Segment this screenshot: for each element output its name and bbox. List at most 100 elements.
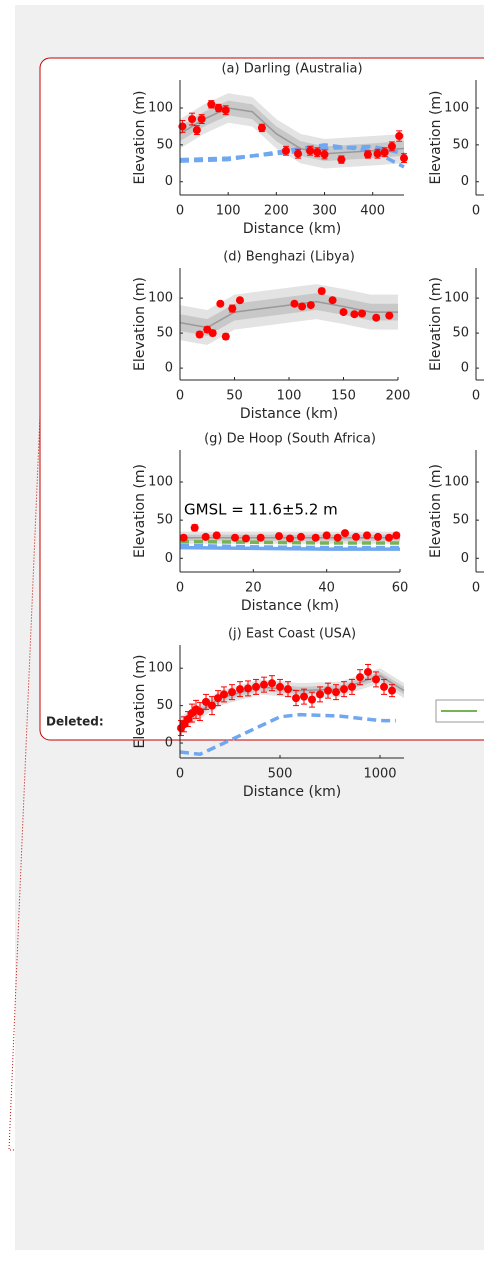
data-point xyxy=(242,534,250,543)
data-point xyxy=(322,531,331,540)
data-point xyxy=(208,701,216,710)
data-point xyxy=(179,533,188,542)
data-point xyxy=(339,308,348,317)
data-point xyxy=(324,686,332,695)
chart-title: (a) Darling (Australia) xyxy=(221,62,362,77)
x-axis-label: Distance (km) xyxy=(240,406,338,422)
data-point xyxy=(221,106,230,115)
y-tick-label: 50 xyxy=(156,513,173,528)
y-axis-label: Elevation (m) xyxy=(132,654,148,748)
x-tick-label: 0 xyxy=(472,204,480,219)
data-point xyxy=(400,154,408,163)
data-point xyxy=(395,132,404,141)
y-axis-label: Elevation (m) xyxy=(132,277,148,371)
data-point xyxy=(363,150,372,159)
data-point xyxy=(358,309,367,318)
y-tick-label: 100 xyxy=(444,101,469,116)
uncertainty-band xyxy=(180,293,398,336)
x-tick-label: 100 xyxy=(216,204,241,219)
y-tick-label: 50 xyxy=(452,326,469,341)
y-tick-label: 0 xyxy=(165,174,173,189)
data-point xyxy=(284,685,292,694)
y-tick-label: 50 xyxy=(156,326,173,341)
y-tick-label: 50 xyxy=(156,137,173,152)
data-point xyxy=(300,692,308,701)
chart-title: (d) Benghazi (Libya) xyxy=(223,250,355,265)
data-point xyxy=(220,690,228,699)
x-tick-label: 20 xyxy=(245,581,262,596)
x-tick-label: 0 xyxy=(176,389,184,404)
x-tick-label: 50 xyxy=(226,389,243,404)
y-tick-label: 100 xyxy=(444,291,469,306)
y-axis-label: Elevation (m) xyxy=(428,90,444,184)
data-point xyxy=(388,686,396,695)
data-point xyxy=(235,296,244,305)
data-point xyxy=(201,532,210,541)
data-point xyxy=(252,682,260,691)
y-tick-label: 100 xyxy=(148,101,173,116)
data-point xyxy=(202,697,210,706)
deleted-label: Deleted: xyxy=(46,715,104,729)
y-tick-label: 0 xyxy=(461,551,469,566)
data-point xyxy=(214,694,222,703)
model-line xyxy=(179,539,400,545)
data-point xyxy=(337,155,346,164)
x-tick-label: 60 xyxy=(392,581,409,596)
model-line xyxy=(179,545,400,551)
x-tick-label: 200 xyxy=(386,389,411,404)
data-point xyxy=(387,142,396,151)
data-point xyxy=(297,532,305,541)
data-point xyxy=(208,329,217,338)
y-tick-label: 50 xyxy=(452,137,469,152)
y-tick-label: 0 xyxy=(165,551,173,566)
y-tick-label: 0 xyxy=(165,736,173,751)
data-point xyxy=(363,531,371,540)
data-point xyxy=(373,149,382,158)
y-tick-label: 50 xyxy=(156,698,173,713)
data-point xyxy=(244,684,252,693)
y-axis-label: Elevation (m) xyxy=(428,464,444,558)
data-point xyxy=(257,123,266,132)
data-point xyxy=(372,313,381,322)
data-point xyxy=(333,533,342,542)
data-point xyxy=(364,667,372,676)
data-point xyxy=(228,304,237,313)
data-point xyxy=(286,534,294,543)
y-tick-label: 100 xyxy=(148,661,173,676)
data-point xyxy=(374,532,382,541)
x-tick-label: 0 xyxy=(176,581,184,596)
data-point xyxy=(311,533,320,542)
data-point xyxy=(221,332,230,341)
data-point xyxy=(207,100,216,109)
x-tick-label: 0 xyxy=(176,204,184,219)
data-point xyxy=(281,146,290,155)
fit-line xyxy=(179,107,405,155)
y-axis-label: Elevation (m) xyxy=(132,464,148,558)
data-point xyxy=(195,330,204,339)
data-point xyxy=(256,533,265,542)
data-point xyxy=(385,533,393,542)
data-point xyxy=(236,685,244,694)
data-point xyxy=(290,299,299,308)
data-point xyxy=(231,533,239,542)
data-point xyxy=(292,694,300,703)
data-point xyxy=(352,532,360,541)
data-point xyxy=(348,682,356,691)
data-point xyxy=(184,715,192,724)
y-tick-label: 100 xyxy=(444,475,469,490)
x-tick-label: 300 xyxy=(312,204,337,219)
data-point xyxy=(188,115,197,124)
y-tick-label: 100 xyxy=(148,475,173,490)
data-point xyxy=(306,301,315,310)
data-point xyxy=(190,523,199,532)
data-point xyxy=(197,115,206,124)
x-tick-label: 400 xyxy=(360,204,385,219)
data-point xyxy=(332,688,340,697)
data-point xyxy=(308,695,316,704)
x-tick-label: 100 xyxy=(277,389,302,404)
data-point xyxy=(340,685,348,694)
data-point xyxy=(385,311,394,320)
data-point xyxy=(212,531,221,540)
x-axis-label: Distance (km) xyxy=(243,221,341,237)
